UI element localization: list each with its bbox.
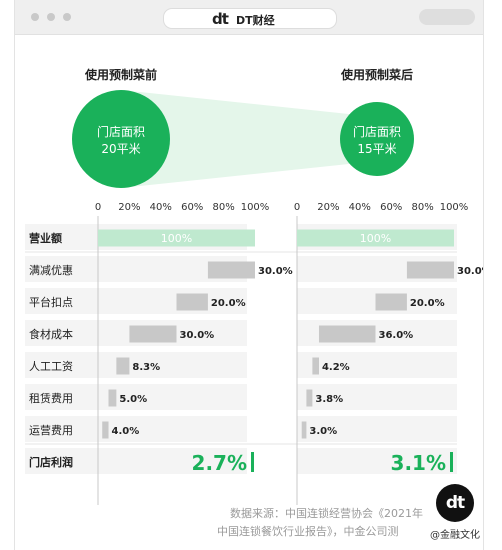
data-label: 36.0%: [379, 330, 414, 341]
row-band: [297, 352, 457, 378]
category-label: 平台扣点: [29, 295, 73, 309]
row-band: [25, 448, 247, 474]
category-label: 食材成本: [29, 327, 73, 341]
window-frame: dt DT财经 营业额满减优惠平台扣点食材成本人工工资租赁费用运营费用门店利润 使…: [14, 0, 484, 550]
data-label: 20.0%: [211, 298, 246, 309]
x-tick-label: 60%: [181, 202, 203, 213]
source-line: 中国连锁餐饮行业报告》，中金公司测: [217, 524, 399, 538]
profit-label: 3.1%: [391, 451, 446, 475]
circle-value: 15平米: [357, 142, 396, 156]
watermark-logo-icon: dt: [436, 484, 474, 522]
window-dot-icon: [31, 13, 39, 21]
panel-title: 使用预制菜后: [340, 67, 413, 82]
data-label: 3.0%: [309, 426, 337, 437]
x-tick-label: 80%: [212, 202, 234, 213]
data-label: 8.3%: [132, 362, 160, 373]
circle-value: 20平米: [101, 142, 140, 156]
x-tick-label: 100%: [241, 202, 270, 213]
revenue-bar: [297, 229, 454, 247]
cost-bar: [129, 325, 177, 343]
cost-bar: [176, 293, 208, 311]
store-area-circle: [72, 90, 170, 188]
x-tick-label: 0: [95, 202, 101, 213]
category-label: 门店利润: [29, 455, 73, 469]
store-area-circle: [340, 102, 414, 176]
x-tick-label: 20%: [118, 202, 140, 213]
data-label: 30.0%: [258, 266, 293, 277]
row-band: [25, 416, 247, 442]
row-band: [25, 352, 247, 378]
category-label: 运营费用: [29, 423, 73, 437]
panel-title: 使用预制菜前: [84, 67, 157, 82]
x-tick-label: 60%: [380, 202, 402, 213]
data-label: 100%: [161, 232, 192, 245]
row-band: [297, 448, 457, 474]
cost-bar: [406, 261, 454, 279]
category-label: 满减优惠: [29, 263, 73, 277]
profit-label: 2.7%: [192, 451, 247, 475]
data-label: 20.0%: [410, 298, 445, 309]
data-label: 4.0%: [112, 426, 140, 437]
brand-name: DT财经: [236, 14, 275, 27]
window-dot-icon: [47, 13, 55, 21]
cost-bar: [102, 421, 109, 439]
cost-bar: [318, 325, 376, 343]
cost-bar: [312, 357, 319, 375]
x-tick-label: 100%: [440, 202, 469, 213]
cost-bar: [116, 357, 130, 375]
category-label: 营业额: [29, 231, 62, 245]
data-label: 5.0%: [119, 394, 147, 405]
watermark-text: @金融文化: [430, 530, 480, 541]
category-label: 租赁费用: [29, 391, 73, 405]
address-bar: dt DT财经: [163, 8, 337, 29]
data-label: 4.2%: [322, 362, 350, 373]
row-band: [297, 416, 457, 442]
row-band: [297, 384, 457, 410]
data-label: 100%: [360, 232, 391, 245]
x-tick-label: 20%: [317, 202, 339, 213]
x-tick-label: 80%: [411, 202, 433, 213]
data-label: 3.8%: [315, 394, 343, 405]
revenue-bar: [98, 229, 255, 247]
cost-bar: [375, 293, 407, 311]
data-label: 30.0%: [180, 330, 215, 341]
source-line: 数据来源：中国连锁经营协会《2021年: [230, 506, 423, 520]
row-band: [25, 384, 247, 410]
data-label: 30.0%: [457, 266, 483, 277]
cost-bar: [108, 389, 117, 407]
chart-canvas: 营业额满减优惠平台扣点食材成本人工工资租赁费用运营费用门店利润使用预制菜前门店面…: [25, 67, 483, 538]
profit-bar: [450, 452, 453, 472]
profit-bar: [251, 452, 254, 472]
category-label: 人工工资: [29, 360, 73, 373]
title-bar: dt DT财经: [15, 0, 483, 35]
circle-label: 门店面积: [353, 124, 401, 139]
circle-label: 门店面积: [97, 124, 145, 139]
x-tick-label: 40%: [349, 202, 371, 213]
cost-bar: [306, 389, 313, 407]
watermark: dt @金融文化: [428, 476, 498, 546]
watermark-badge: [419, 9, 475, 25]
brand-logo-icon: dt: [212, 10, 229, 28]
window-dot-icon: [63, 13, 71, 21]
row-band: [25, 288, 247, 314]
cost-bar: [207, 261, 255, 279]
circle-connector: [121, 90, 377, 188]
x-tick-label: 40%: [150, 202, 172, 213]
cost-bar: [301, 421, 307, 439]
x-tick-label: 0: [294, 202, 300, 213]
